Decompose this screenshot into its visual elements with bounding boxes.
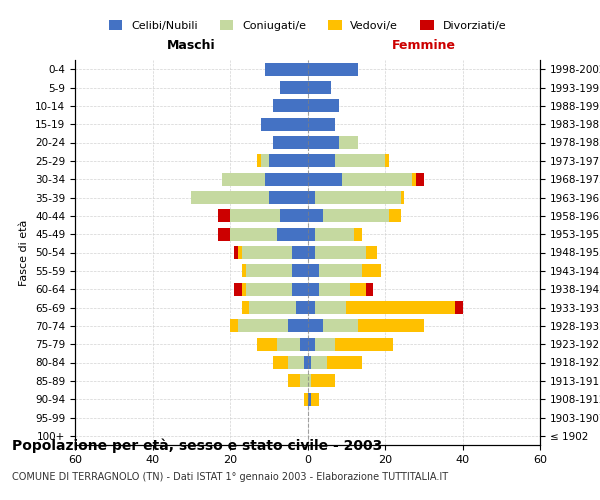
Bar — [250, 301, 296, 314]
Bar — [308, 338, 315, 350]
Bar — [308, 246, 315, 259]
Bar — [308, 63, 358, 76]
Bar — [401, 191, 404, 204]
Bar — [288, 320, 308, 332]
Bar — [308, 264, 319, 277]
Bar — [280, 210, 308, 222]
Bar — [308, 228, 315, 240]
Bar — [238, 320, 288, 332]
Bar — [257, 154, 261, 167]
Bar — [308, 356, 311, 369]
Bar — [315, 228, 354, 240]
Bar — [234, 283, 242, 296]
Bar — [311, 374, 335, 387]
Bar — [265, 173, 308, 186]
Text: Popolazione per età, sesso e stato civile - 2003: Popolazione per età, sesso e stato civil… — [12, 438, 382, 453]
Bar — [315, 191, 401, 204]
Bar — [308, 100, 338, 112]
Bar — [311, 356, 327, 369]
Bar — [335, 338, 393, 350]
Bar — [389, 210, 401, 222]
Bar — [338, 136, 358, 149]
Bar — [304, 393, 308, 406]
Bar — [218, 228, 230, 240]
Bar — [319, 264, 362, 277]
Bar — [230, 228, 277, 240]
Bar — [412, 173, 416, 186]
Bar — [308, 393, 311, 406]
Bar — [416, 173, 424, 186]
Bar — [222, 173, 265, 186]
Bar — [311, 393, 319, 406]
Bar — [280, 81, 308, 94]
Bar — [272, 136, 308, 149]
Bar — [308, 210, 323, 222]
Bar — [365, 283, 373, 296]
Bar — [242, 264, 245, 277]
Bar — [300, 374, 308, 387]
Bar — [277, 228, 308, 240]
Bar — [245, 283, 292, 296]
Bar — [292, 283, 308, 296]
Text: Femmine: Femmine — [392, 40, 456, 52]
Bar — [308, 136, 338, 149]
Bar — [261, 154, 269, 167]
Bar — [308, 118, 335, 130]
Bar — [300, 338, 308, 350]
Bar — [354, 228, 362, 240]
Bar — [308, 191, 315, 204]
Bar — [308, 320, 323, 332]
Bar — [308, 374, 311, 387]
Bar — [234, 246, 238, 259]
Bar — [323, 210, 389, 222]
Bar — [292, 264, 308, 277]
Bar — [292, 246, 308, 259]
Bar — [327, 356, 362, 369]
Bar — [323, 320, 358, 332]
Bar — [269, 191, 308, 204]
Bar — [343, 173, 412, 186]
Bar — [245, 264, 292, 277]
Bar — [277, 338, 300, 350]
Bar — [315, 338, 335, 350]
Bar — [308, 81, 331, 94]
Bar — [350, 283, 365, 296]
Bar — [242, 246, 292, 259]
Bar — [296, 301, 308, 314]
Bar — [191, 191, 269, 204]
Bar — [385, 154, 389, 167]
Bar — [288, 356, 304, 369]
Bar — [455, 301, 463, 314]
Bar — [242, 301, 250, 314]
Bar — [315, 246, 365, 259]
Bar — [230, 320, 238, 332]
Text: COMUNE DI TERRAGNOLO (TN) - Dati ISTAT 1° gennaio 2003 - Elaborazione TUTTITALIA: COMUNE DI TERRAGNOLO (TN) - Dati ISTAT 1… — [12, 472, 448, 482]
Text: Maschi: Maschi — [167, 40, 215, 52]
Y-axis label: Fasce di età: Fasce di età — [19, 220, 29, 286]
Bar — [269, 154, 308, 167]
Bar — [272, 100, 308, 112]
Bar — [308, 301, 315, 314]
Bar — [265, 63, 308, 76]
Bar — [315, 301, 346, 314]
Bar — [346, 301, 455, 314]
Bar — [230, 210, 280, 222]
Bar — [319, 283, 350, 296]
Bar — [218, 210, 230, 222]
Bar — [242, 283, 245, 296]
Bar — [335, 154, 385, 167]
Bar — [288, 374, 300, 387]
Bar — [261, 118, 308, 130]
Bar — [365, 246, 377, 259]
Bar — [272, 356, 288, 369]
Bar — [308, 283, 319, 296]
Bar — [257, 338, 277, 350]
Bar — [304, 356, 308, 369]
Bar — [308, 154, 335, 167]
Bar — [358, 320, 424, 332]
Bar — [362, 264, 381, 277]
Legend: Celibi/Nubili, Coniugati/e, Vedovi/e, Divorziati/e: Celibi/Nubili, Coniugati/e, Vedovi/e, Di… — [104, 16, 511, 35]
Bar — [308, 173, 343, 186]
Bar — [238, 246, 242, 259]
